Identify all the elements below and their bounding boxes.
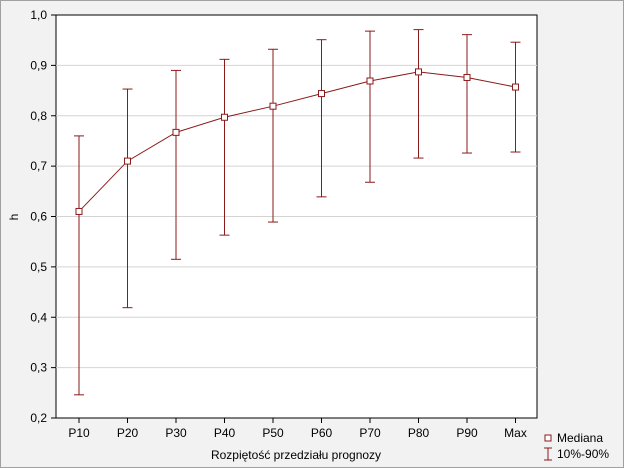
x-tick-label: P80 <box>408 426 430 440</box>
legend-errorbar-label: 10%-90% <box>557 447 609 461</box>
y-tick-label: 1,0 <box>30 8 47 22</box>
median-line <box>78 71 516 212</box>
x-tick-label: P10 <box>68 426 90 440</box>
median-point <box>318 90 325 98</box>
gridlines <box>56 64 537 369</box>
y-tick-label: 0,2 <box>30 411 47 425</box>
median-point <box>366 77 374 85</box>
x-tick-label: P90 <box>456 426 478 440</box>
legend-median-marker <box>544 434 552 442</box>
error-bars <box>74 29 521 396</box>
median-point <box>512 83 519 91</box>
x-tick-label: Max <box>504 426 527 440</box>
y-tick-label: 0,9 <box>30 58 47 72</box>
legend: Mediana 10%-90% <box>544 431 609 461</box>
y-axis-ticks: 0,2 0,3 0,4 0,5 0,6 0,7 0,8 0,9 1,0 <box>30 8 56 425</box>
median-point <box>75 207 83 215</box>
x-axis-ticks: P10 P20 P30 P40 P50 P60 P70 P80 P90 Max <box>68 418 527 440</box>
x-tick-label: P50 <box>262 426 284 440</box>
median-point <box>172 128 180 136</box>
x-tick-label: P40 <box>214 426 236 440</box>
median-point <box>415 68 422 76</box>
median-point <box>269 102 277 110</box>
y-tick-label: 0,7 <box>30 159 47 173</box>
y-tick-label: 0,6 <box>30 210 47 224</box>
median-point <box>221 113 228 121</box>
y-tick-label: 0,3 <box>30 361 47 375</box>
y-tick-label: 0,4 <box>30 310 47 324</box>
median-point <box>124 157 131 165</box>
x-tick-label: P60 <box>311 426 333 440</box>
x-tick-label: P20 <box>117 426 139 440</box>
x-tick-label: P70 <box>359 426 381 440</box>
x-tick-label: P30 <box>165 426 187 440</box>
median-series <box>75 68 519 215</box>
y-axis-label: h <box>7 214 21 221</box>
y-tick-label: 0,8 <box>30 109 47 123</box>
legend-median-label: Mediana <box>557 431 603 445</box>
x-axis-label: Rozpiętość przedziału prognozy <box>211 448 381 462</box>
median-point <box>463 73 471 81</box>
y-tick-label: 0,5 <box>30 260 47 274</box>
